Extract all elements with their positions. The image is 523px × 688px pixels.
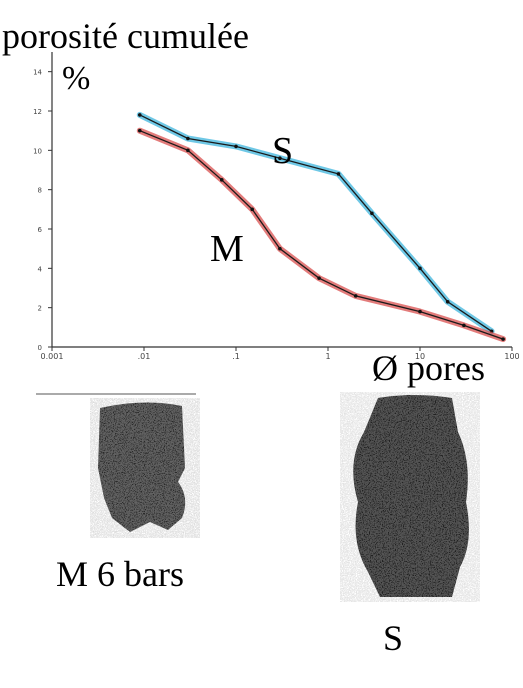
sample-m-caption: M 6 bars [56, 554, 184, 594]
series-line-m [139, 130, 504, 340]
series-line-s [139, 114, 492, 332]
series-label-m: M [210, 228, 244, 270]
data-point-s [370, 211, 374, 216]
data-point-s [418, 266, 422, 271]
data-point-m [353, 294, 358, 298]
data-point-s [234, 144, 238, 149]
data-point-m [462, 323, 466, 328]
porosity-chart: 0.001 .01 .1 1 10 100 0 2 4 6 8 10 12 14 [33, 52, 520, 361]
data-point-m [501, 337, 505, 341]
x-tick-label: 100 [504, 352, 519, 361]
x-tick-label: .1 [232, 352, 240, 361]
data-point-m [137, 128, 142, 133]
x-tick-label: 0.001 [41, 352, 64, 361]
y-tick-label: 14 [33, 69, 42, 77]
chart-title: porosité cumulée [2, 16, 249, 56]
sample-m-image [90, 398, 200, 538]
y-tick-label: 8 [38, 187, 42, 195]
data-point-m [278, 246, 282, 251]
data-point-s [137, 113, 142, 117]
y-tick-label: 10 [33, 147, 42, 155]
data-point-s [186, 136, 190, 141]
sample-s-caption: S [383, 618, 404, 658]
y-tick-label: 6 [38, 226, 43, 234]
data-point-s [445, 299, 450, 304]
series-label-s: S [272, 130, 294, 172]
series-band-m [136, 127, 507, 343]
x-tick-label: .01 [138, 352, 151, 361]
data-point-s [278, 156, 282, 160]
data-point-m [186, 148, 190, 153]
data-point-m [418, 309, 422, 314]
chart-axes [51, 52, 512, 348]
data-point-s [336, 172, 341, 176]
x-tick-label: 1 [325, 352, 330, 361]
y-axis-unit: % [62, 60, 91, 97]
chart-ticks: 0.001 .01 .1 1 10 100 0 2 4 6 8 10 12 14 [33, 69, 520, 361]
y-tick-label: 4 [38, 265, 43, 273]
data-point-m [250, 207, 255, 212]
x-tick-label: 10 [415, 352, 425, 361]
series-band-s [136, 111, 495, 335]
data-point-m [317, 276, 321, 280]
data-point-m [219, 178, 224, 182]
chart-series [136, 111, 507, 343]
y-tick-label: 12 [33, 108, 42, 116]
divider [36, 393, 196, 395]
sample-s-image [340, 392, 480, 602]
x-axis-label: Ø pores [372, 348, 485, 388]
y-tick-label: 2 [38, 305, 42, 313]
y-tick-label: 0 [38, 344, 42, 352]
